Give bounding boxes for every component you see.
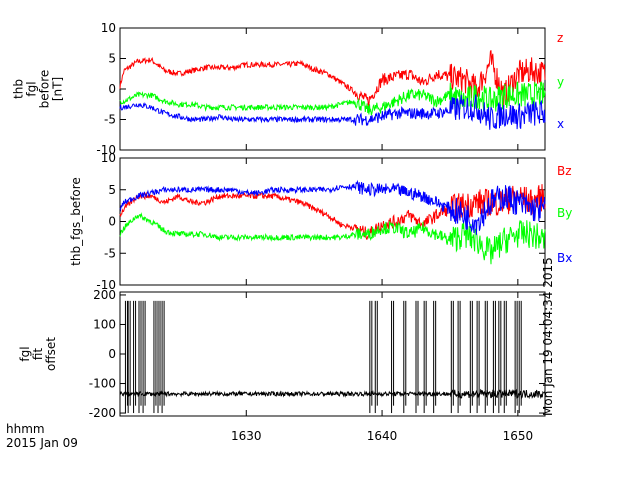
legend-label-y: y [557,75,564,89]
y-axis-label: thb_fgs_before [69,177,83,266]
y-tick-label: 100 [93,317,116,331]
x-tick-label: 1640 [367,429,398,443]
series-line-z [119,50,546,108]
series-line-bz [119,184,546,240]
y-tick-label: -10 [96,143,116,157]
y-tick-label: 10 [101,21,116,35]
y-tick-label: 5 [108,183,116,197]
series-line-bx [119,179,546,235]
y-tick-label: -5 [104,246,116,260]
y-axis-label: before [38,70,52,109]
y-tick-label: 5 [108,52,116,66]
timestamp-stamp: Mon Jan 19 04:04:34 2015 [541,257,555,416]
y-axis-label: fgl [18,346,32,361]
y-axis-label: fgl [25,81,39,96]
y-tick-label: 200 [93,288,116,302]
panel-frame [119,27,546,151]
y-axis-label: [nT] [51,77,65,101]
x-axis-units: hhmm [6,422,45,436]
series-line-y [119,81,546,116]
y-tick-label: 0 [108,82,116,96]
y-tick-label: -200 [89,406,116,420]
y-axis-label: offset [44,337,58,371]
legend-label-x: x [557,117,564,131]
legend-label-bz: Bz [557,164,572,178]
legend-label-bx: Bx [557,251,572,265]
y-axis-label: thb [12,79,26,99]
series-line-by [119,212,546,265]
y-tick-label: 0 [108,215,116,229]
panel-frame [119,291,546,417]
y-tick-label: 0 [108,347,116,361]
x-tick-label: 1630 [231,429,262,443]
x-axis-date: 2015 Jan 09 [6,436,78,450]
x-tick-label: 1650 [503,429,534,443]
series-line-x [119,94,546,130]
series-line-offset [119,388,546,400]
y-tick-label: -100 [89,377,116,391]
y-axis-label: fit [31,348,45,361]
legend-label-z: z [557,31,563,45]
y-tick-label: 10 [101,151,116,165]
y-tick-label: -10 [96,278,116,292]
legend-label-by: By [557,206,572,220]
y-tick-label: -5 [104,113,116,127]
